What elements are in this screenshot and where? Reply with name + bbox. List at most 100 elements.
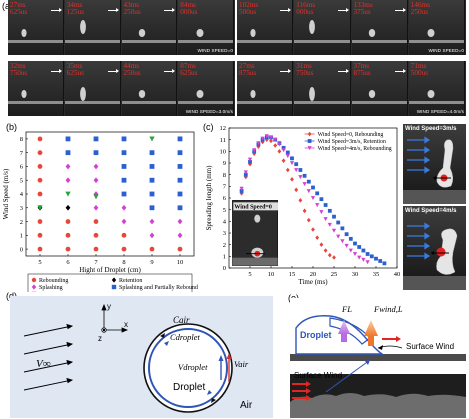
data-point <box>277 149 282 154</box>
droplet-label: Droplet <box>173 382 206 393</box>
image-strip: 102ms 500us 116ms 000us 133ms 375us 146ms 2… <box>237 0 466 55</box>
data-point <box>294 187 299 193</box>
image-frame: 133ms 375us <box>351 0 408 55</box>
data-point <box>340 239 345 244</box>
data-point <box>93 177 99 184</box>
data-point <box>239 189 244 193</box>
data-point <box>268 135 274 140</box>
data-point <box>285 154 290 159</box>
droplet-label-e: Droplet <box>300 330 332 340</box>
surface-wind-lower-label: Surface Wind <box>294 371 343 380</box>
v-inf-label: V∞ <box>36 358 51 370</box>
data-point <box>93 163 99 170</box>
data-point <box>344 232 349 237</box>
arrow-icon <box>337 69 349 73</box>
y-tick-label: 10 <box>220 149 227 156</box>
data-point <box>149 164 155 169</box>
data-point <box>340 226 345 231</box>
legend-entry: Splashing and Partially Rebound <box>119 285 198 291</box>
image-frame: 146ms 250us <box>408 0 465 55</box>
data-point <box>361 257 366 262</box>
data-point <box>378 259 383 263</box>
data-point <box>332 214 336 219</box>
data-point <box>310 196 316 201</box>
axes-icon <box>101 303 129 333</box>
data-point <box>93 246 99 252</box>
photo-wind-3: Wind Speed=3m/s <box>403 124 466 204</box>
data-point <box>319 210 324 215</box>
legend-entry: Wind Speed=0, Rebounding <box>318 132 384 138</box>
data-point <box>93 219 99 224</box>
data-point <box>289 161 295 166</box>
data-point <box>121 136 127 142</box>
data-point <box>243 172 248 177</box>
image-frame: 34ms 125us <box>64 0 121 55</box>
data-point <box>374 256 378 261</box>
photo-wind-3-label: Wind Speed=3m/s <box>405 126 457 132</box>
legend-marker <box>31 284 37 290</box>
x-tick-label: 5 <box>38 259 41 266</box>
x-tick-label: 15 <box>289 271 296 278</box>
f-wind-label: Fwind,L <box>374 304 403 314</box>
y-tick-label: 8 <box>223 172 226 179</box>
droplet-shape <box>196 29 204 37</box>
legend-entry: Wind Speed=3m/s, Retention <box>318 139 386 145</box>
frame-timestamp: 43ms 250us <box>123 1 141 17</box>
arrow-icon <box>50 8 62 12</box>
data-point <box>121 164 127 169</box>
v-droplet-label: Vdroplet <box>178 362 208 372</box>
x-tick-label: 35 <box>373 271 380 278</box>
photo-wind-4: Wind Speed=4m/s <box>403 206 466 290</box>
data-point <box>65 177 71 184</box>
legend-entry: Wind Speed=4m/s, Rebounding <box>318 146 392 152</box>
legend-marker <box>307 131 312 137</box>
data-point <box>357 245 362 249</box>
arrow-icon <box>107 8 119 12</box>
data-point <box>323 217 328 222</box>
frame-timestamp: 116ms 000us <box>296 1 316 17</box>
droplet-shape <box>21 29 27 37</box>
frame-timestamp: 102ms 500us <box>239 1 259 17</box>
data-point <box>344 243 349 248</box>
data-point <box>121 204 127 211</box>
legend-marker <box>31 277 37 283</box>
arrow-icon <box>337 8 349 12</box>
data-point <box>149 150 155 156</box>
data-point <box>121 218 127 225</box>
data-point <box>65 232 71 238</box>
image-frame: 71ms 500us <box>408 61 465 116</box>
frame-timestamp: 34ms 125us <box>66 1 84 17</box>
frame-timestamp: 71ms 500us <box>410 62 428 78</box>
data-point <box>382 261 387 266</box>
data-point <box>248 159 252 164</box>
data-point <box>177 164 183 169</box>
data-point <box>121 246 127 252</box>
image-frame: 84ms 000us <box>178 0 234 55</box>
data-point <box>319 242 324 247</box>
data-point <box>302 208 307 214</box>
data-point <box>294 162 299 167</box>
data-point <box>247 157 253 162</box>
data-point <box>331 228 337 233</box>
panel-a-label: (a) <box>2 1 13 11</box>
data-point <box>357 255 362 260</box>
data-point <box>273 137 278 142</box>
image-frame: 43ms 250us <box>121 0 178 55</box>
data-point <box>93 194 99 200</box>
data-point <box>311 227 315 232</box>
data-point <box>352 252 358 257</box>
data-point <box>365 260 370 265</box>
image-frame: 35ms 625us <box>64 61 121 116</box>
data-point <box>306 189 311 194</box>
y-tick-label: 6 <box>223 195 227 202</box>
data-point <box>290 156 294 161</box>
data-point <box>65 246 71 252</box>
surface-wind-upper-label: Surface Wind <box>406 342 455 351</box>
data-point <box>306 179 311 184</box>
droplet-shape <box>79 87 86 101</box>
data-point <box>273 143 278 148</box>
data-point <box>319 197 324 202</box>
frame-timestamp: 87ms 625us <box>180 62 198 78</box>
data-point <box>177 177 183 183</box>
